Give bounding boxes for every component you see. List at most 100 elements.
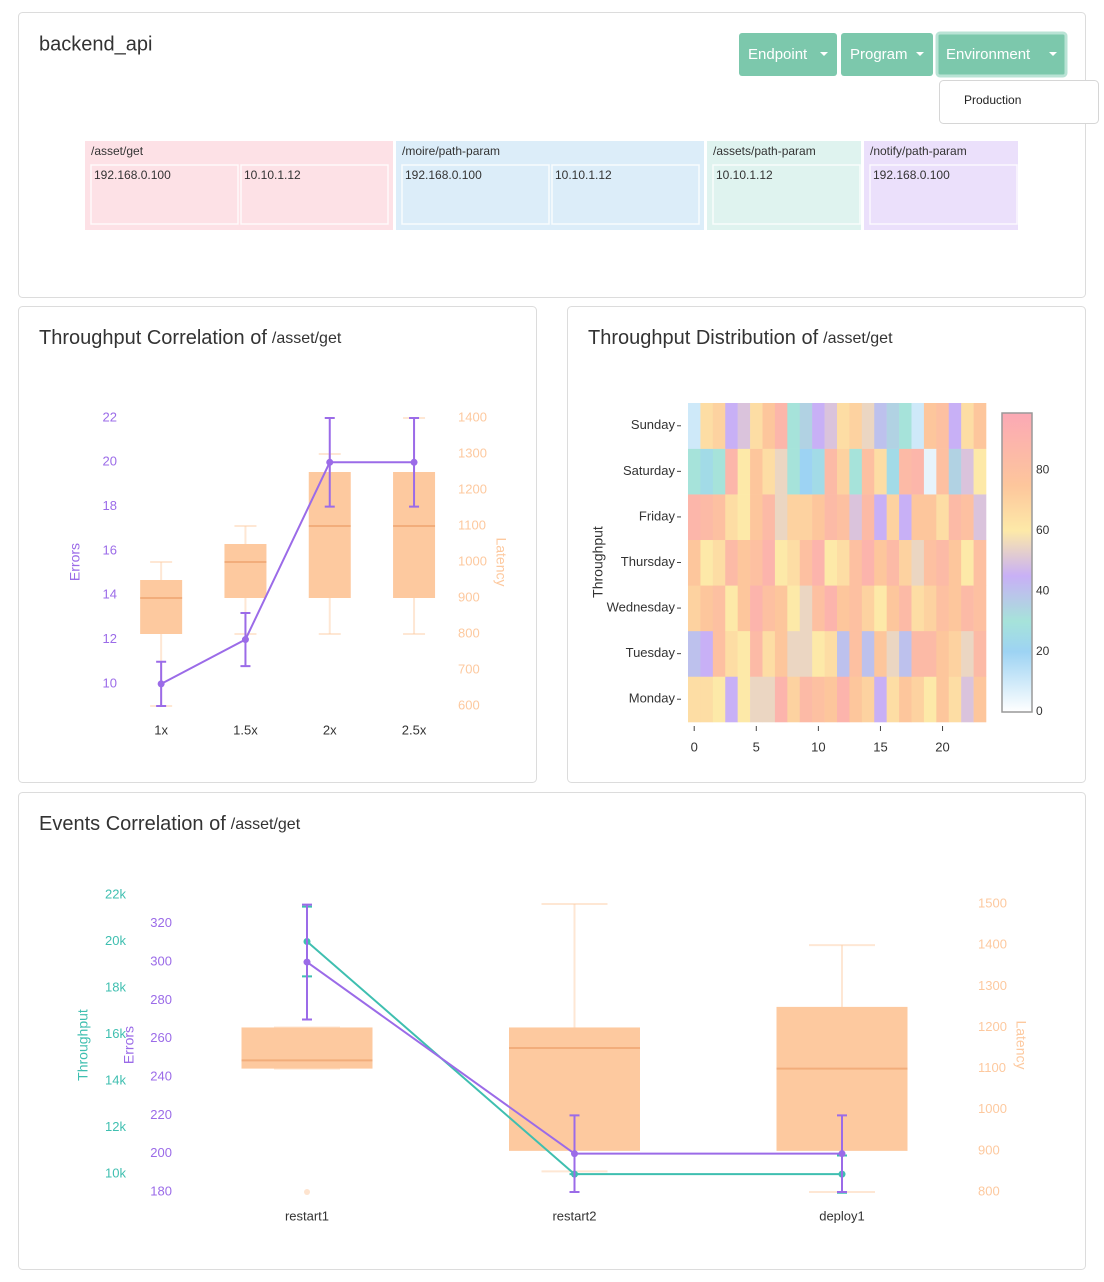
heat-cell <box>911 539 925 586</box>
heat-cell <box>700 448 714 495</box>
heat-cell <box>824 403 838 449</box>
heat-cell <box>923 448 937 495</box>
heat-cell <box>750 585 763 632</box>
heat-cell <box>874 448 887 495</box>
heat-cell <box>824 539 838 586</box>
page-title: backend_api <box>39 33 152 55</box>
heat-cell <box>774 539 788 586</box>
dropdown-button[interactable]: Environment <box>935 31 1068 78</box>
tick-label: 220 <box>150 1107 172 1122</box>
dropdown-button[interactable]: Program <box>841 33 933 76</box>
chart-panel <box>18 306 537 783</box>
heat-cell <box>712 585 726 632</box>
heat-cell <box>762 539 776 586</box>
heat-cell <box>936 585 950 632</box>
heat-cell <box>973 403 987 449</box>
heat-cell <box>725 448 738 495</box>
treemap-item[interactable] <box>551 164 700 225</box>
tick-label: 260 <box>150 1030 172 1045</box>
heat-cell <box>936 448 950 495</box>
heat-cell <box>936 676 950 723</box>
heat-cell <box>948 448 962 495</box>
tick-label: 180 <box>150 1183 172 1198</box>
heat-cell <box>824 630 838 677</box>
heat-cell <box>874 403 887 449</box>
y-tick-label: Thursday <box>621 554 676 569</box>
heat-cell <box>849 676 863 723</box>
heat-cell <box>948 494 962 541</box>
colorbar <box>1001 412 1033 713</box>
heat-cell <box>712 403 726 449</box>
tick-label: 900 <box>458 589 480 604</box>
heat-cell <box>700 539 714 586</box>
menu-item[interactable]: Production <box>964 93 1021 107</box>
heat-cell <box>837 494 850 541</box>
heat-cell <box>737 539 751 586</box>
series-line <box>160 461 415 685</box>
axis-title: Latency <box>1013 1020 1029 1069</box>
title-subject: /asset/get <box>272 330 342 347</box>
heat-cell <box>923 539 937 586</box>
heat-cell <box>700 403 714 449</box>
tick-label: 1400 <box>978 937 1007 952</box>
heat-cell <box>861 403 875 449</box>
heat-cell <box>899 403 912 449</box>
item-label: 10.10.1.12 <box>555 168 612 182</box>
treemap-item[interactable] <box>401 164 550 225</box>
heat-cell <box>936 494 950 541</box>
heat-cell <box>688 630 701 677</box>
heat-cell <box>911 676 925 723</box>
chart-title: Throughput Distribution of/asset/get <box>588 327 893 349</box>
heat-cell <box>911 585 925 632</box>
treemap-item[interactable] <box>90 164 239 225</box>
heat-cell <box>961 494 974 541</box>
heat-cell <box>725 539 738 586</box>
heat-cell <box>737 403 751 449</box>
heat-cell <box>936 630 950 677</box>
colorbar-tick-label: 60 <box>1036 523 1050 537</box>
axis-title: Throughput <box>590 526 606 598</box>
heat-cell <box>961 676 974 723</box>
box-body <box>224 544 267 598</box>
heat-cell <box>799 448 813 495</box>
item-label: 192.168.0.100 <box>94 168 171 182</box>
heat-cell <box>787 403 801 449</box>
axis-title: Errors <box>121 1026 137 1064</box>
treemap-item[interactable] <box>712 164 861 225</box>
heat-cell <box>923 494 937 541</box>
heat-cell <box>774 403 788 449</box>
tick-label: 240 <box>150 1068 172 1083</box>
y-tick-label: Friday <box>639 508 676 523</box>
y-tick-label: Sunday <box>631 417 676 432</box>
heat-cell <box>824 448 838 495</box>
dropdown-button[interactable]: Endpoint <box>739 33 837 76</box>
heat-cell <box>737 585 751 632</box>
treemap-item[interactable] <box>240 164 389 225</box>
heat-cell <box>712 630 726 677</box>
x-tick-label: 2x <box>323 722 337 737</box>
heat-cell <box>762 585 776 632</box>
heat-cell <box>774 448 788 495</box>
heat-cell <box>936 539 950 586</box>
heat-cell <box>812 585 825 632</box>
tick-label: 300 <box>150 954 172 969</box>
tick-label: 10 <box>103 675 117 690</box>
heat-cell <box>849 630 863 677</box>
heat-cell <box>961 585 974 632</box>
heat-cell <box>837 676 850 723</box>
treemap-item[interactable] <box>869 164 1018 225</box>
heat-cell <box>837 585 850 632</box>
tick-label: 14 <box>103 587 117 602</box>
heat-cell <box>874 494 887 541</box>
box <box>140 561 183 707</box>
heat-cell <box>961 448 974 495</box>
tick-label: 1500 <box>978 895 1007 910</box>
heat-cell <box>737 448 751 495</box>
x-tick-label: 20 <box>935 739 949 754</box>
tick-label: 20 <box>103 454 117 469</box>
heat-cell <box>799 403 813 449</box>
heat-cell <box>899 494 912 541</box>
heat-cell <box>886 539 900 586</box>
heat-cell <box>737 630 751 677</box>
